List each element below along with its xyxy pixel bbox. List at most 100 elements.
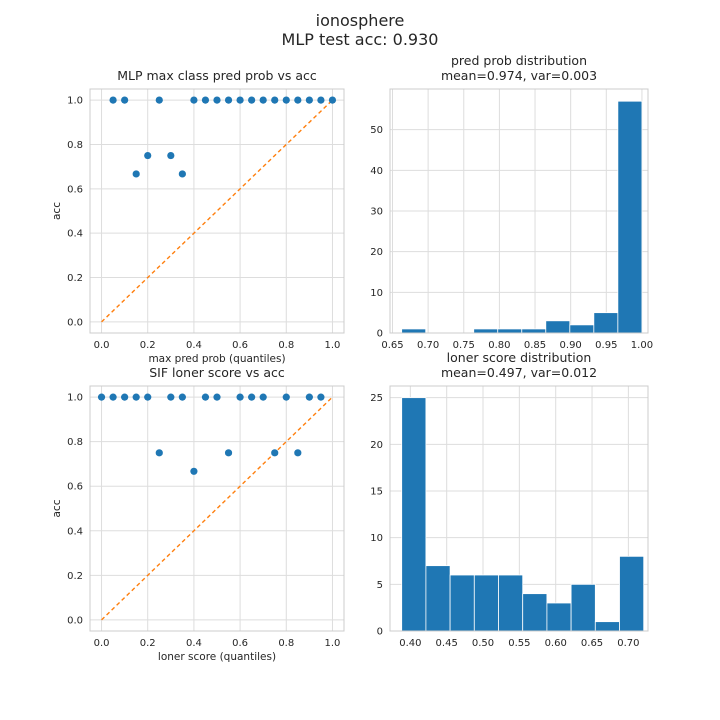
chart-title: MLP max class pred prob vs acc bbox=[117, 68, 317, 83]
scatter-point bbox=[121, 96, 129, 104]
histogram-bar bbox=[593, 312, 619, 334]
histogram-bar bbox=[570, 583, 596, 632]
y-tick-label: 10 bbox=[370, 288, 383, 299]
x-tick-label: 0.6 bbox=[232, 340, 248, 351]
scatter-point bbox=[271, 449, 279, 457]
scatter-point bbox=[132, 393, 140, 401]
x-tick-label: 0.65 bbox=[581, 638, 603, 649]
x-tick-label: 0.0 bbox=[94, 340, 110, 351]
x-tick-label: 0.6 bbox=[232, 638, 248, 649]
y-tick-label: 0.2 bbox=[67, 571, 83, 582]
scatter-point bbox=[259, 96, 267, 104]
y-tick-label: 0 bbox=[377, 627, 383, 638]
x-tick-label: 1.0 bbox=[325, 638, 341, 649]
scatter-point bbox=[248, 96, 256, 104]
scatter-point bbox=[236, 96, 244, 104]
y-tick-label: 10 bbox=[370, 533, 383, 544]
x-tick-label: 1.0 bbox=[325, 340, 341, 351]
histogram-bar bbox=[497, 328, 523, 334]
x-tick-label: 0.8 bbox=[278, 638, 294, 649]
scatter-point bbox=[201, 96, 210, 104]
histogram-bar bbox=[594, 621, 620, 632]
scatter-point bbox=[282, 393, 290, 401]
y-tick-label: 1.0 bbox=[67, 393, 83, 404]
x-tick-label: 0.50 bbox=[472, 638, 494, 649]
scatter-point bbox=[259, 393, 267, 401]
scatter-point bbox=[294, 96, 302, 104]
chart-pred-prob-distribution: 0.65 0.70 0.75 0.80 0.85 0.90 0.95 1.00 0 10 20 30 4… bbox=[370, 53, 653, 351]
scatter-point bbox=[201, 393, 210, 401]
y-tick-label: 0.6 bbox=[67, 482, 83, 493]
scatter-point bbox=[236, 393, 244, 401]
y-tick-label: 25 bbox=[370, 393, 383, 404]
histogram-bar bbox=[425, 565, 451, 632]
y-tick-label: 0.6 bbox=[67, 184, 83, 195]
x-tick-label: 0.4 bbox=[186, 638, 202, 649]
plot-frame bbox=[89, 385, 345, 632]
x-tick-label: 0.2 bbox=[140, 340, 156, 351]
scatter-point bbox=[178, 393, 186, 401]
scatter-point bbox=[224, 449, 233, 457]
x-tick-label: 0.45 bbox=[436, 638, 458, 649]
y-tick-label: 0.8 bbox=[67, 437, 83, 448]
scatter-point bbox=[132, 170, 140, 178]
scatter-point bbox=[213, 96, 221, 104]
histogram-bar bbox=[449, 574, 475, 632]
x-tick-label: 0.75 bbox=[453, 340, 475, 351]
histogram-bar bbox=[619, 555, 645, 632]
y-tick-label: 0.4 bbox=[67, 229, 83, 240]
scatter-point bbox=[121, 393, 129, 401]
chart-loner-score-distribution: 0.40 0.45 0.50 0.55 0.60 0.65 0.70 0 5 10 15 20 25 lo… bbox=[370, 350, 649, 649]
x-tick-label: 0.95 bbox=[595, 340, 617, 351]
x-tick-label: 0.55 bbox=[508, 638, 530, 649]
scatter-point bbox=[317, 96, 325, 104]
scatter-point bbox=[109, 393, 117, 401]
scatter-point bbox=[144, 151, 152, 160]
y-tick-label: 0.0 bbox=[67, 317, 83, 328]
y-tick-label: 0.8 bbox=[67, 140, 83, 151]
histogram-bar bbox=[522, 593, 548, 632]
y-axis-label: acc bbox=[51, 499, 63, 517]
y-axis-label: acc bbox=[51, 202, 63, 220]
scatter-point bbox=[294, 449, 302, 457]
x-tick-label: 0.85 bbox=[524, 340, 546, 351]
x-tick-label: 0.40 bbox=[399, 638, 421, 649]
x-tick-label: 0.2 bbox=[140, 638, 156, 649]
scatter-point bbox=[109, 96, 117, 104]
histogram-bar bbox=[473, 574, 499, 632]
y-tick-label: 0 bbox=[377, 329, 383, 340]
plot-frame bbox=[389, 385, 649, 632]
y-tick-label: 0.0 bbox=[67, 615, 83, 626]
figure-subtitle: MLP test acc: 0.930 bbox=[282, 30, 439, 49]
plot-frame bbox=[389, 88, 649, 334]
x-tick-label: 0.90 bbox=[560, 340, 582, 351]
scatter-point bbox=[282, 96, 290, 104]
scatter-point bbox=[213, 393, 221, 401]
y-tick-label: 20 bbox=[370, 247, 383, 258]
scatter-point bbox=[178, 170, 186, 178]
chart-title: pred prob distribution bbox=[451, 53, 587, 68]
histogram-bar bbox=[473, 328, 499, 334]
scatter-point bbox=[155, 449, 163, 457]
scatter-point bbox=[155, 96, 163, 104]
chart-pred-prob-vs-acc: 0.0 0.2 0.4 0.6 0.8 1.0 0.0 0.2 0.4 0.6 0.8 1.0 MLP … bbox=[51, 68, 345, 365]
scatter-point bbox=[317, 393, 325, 401]
y-tick-label: 1.0 bbox=[67, 96, 83, 107]
x-tick-label: 0.4 bbox=[186, 340, 202, 351]
diagonal-reference-line bbox=[101, 99, 333, 323]
x-tick-label: 0.65 bbox=[381, 340, 403, 351]
y-tick-label: 5 bbox=[377, 580, 383, 591]
scatter-point bbox=[305, 393, 313, 401]
scatter-point bbox=[144, 393, 152, 401]
x-tick-label: 0.80 bbox=[488, 340, 510, 351]
scatter-point bbox=[328, 96, 337, 104]
scatter-point bbox=[224, 96, 233, 104]
chart-subtitle: mean=0.497, var=0.012 bbox=[441, 365, 597, 380]
y-tick-label: 20 bbox=[370, 440, 383, 451]
x-axis-label: loner score (quantiles) bbox=[158, 651, 276, 663]
y-tick-label: 30 bbox=[370, 207, 383, 218]
chart-subtitle: mean=0.974, var=0.003 bbox=[441, 68, 597, 83]
histogram-bar bbox=[401, 328, 427, 334]
scatter-point bbox=[167, 151, 175, 160]
